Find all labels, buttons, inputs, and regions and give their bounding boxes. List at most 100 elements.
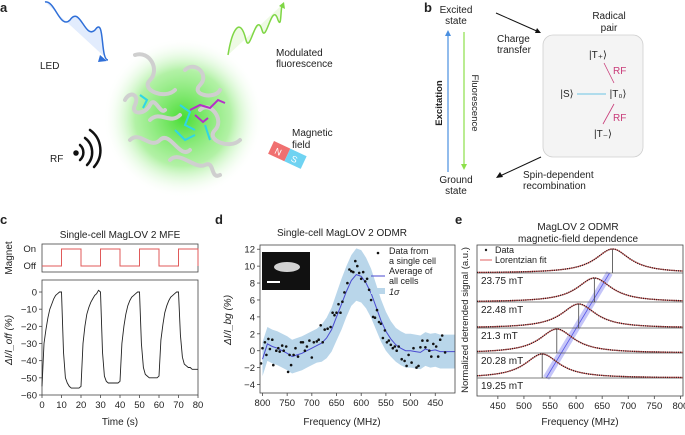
x-tick-label: 500 xyxy=(516,401,532,412)
excited-state-line1: Excited xyxy=(440,5,473,16)
data-point xyxy=(430,355,433,358)
y-tick-label: −50 xyxy=(21,373,37,384)
fluorescence-label: Fluorescence xyxy=(469,74,480,131)
data-point xyxy=(326,327,329,331)
magnet-s-label: S xyxy=(289,153,299,165)
data-point xyxy=(367,288,371,292)
data-point xyxy=(417,364,420,368)
data-point xyxy=(410,361,413,364)
x-tick-label: 500 xyxy=(403,398,419,409)
data-point xyxy=(377,320,381,324)
x-tick-label: 10 xyxy=(56,400,67,411)
chart-c-title: Single-cell MagLOV 2 MFE xyxy=(60,230,181,241)
data-point xyxy=(369,298,373,302)
panel-label-a: a xyxy=(0,0,8,15)
data-point xyxy=(359,277,363,281)
data-point xyxy=(280,344,284,347)
y-tick-label: −4 xyxy=(244,380,255,391)
data-point xyxy=(265,353,268,357)
rf-label-upper: RF xyxy=(613,66,626,77)
data-point xyxy=(400,357,404,361)
magnetic-label-line1: Magnetic xyxy=(292,128,333,139)
recombination-arrow xyxy=(499,156,542,177)
data-point xyxy=(333,313,336,317)
rf-label: RF xyxy=(50,154,63,165)
magnetic-label-line2: field xyxy=(292,140,310,151)
chart-d-plot-frame xyxy=(259,244,456,394)
data-point xyxy=(335,311,338,315)
data-point xyxy=(288,353,291,357)
x-tick-label: 600 xyxy=(568,401,584,412)
data-point xyxy=(261,346,264,350)
magnet-icon: N S xyxy=(268,141,307,169)
chart-c-mfe: Single-cell MagLOV 2 MFE Magnet On Off Δ… xyxy=(4,230,203,428)
panel-label-b: b xyxy=(424,0,432,15)
trend-line xyxy=(545,272,610,379)
chart-e-title-line1: MagLOV 2 ODMR xyxy=(537,222,618,233)
data-point xyxy=(289,363,293,367)
panel-label-e: e xyxy=(455,212,462,227)
data-point xyxy=(407,353,410,357)
rf-label-lower: RF xyxy=(613,113,626,124)
data-point xyxy=(426,339,429,342)
data-point xyxy=(350,269,353,273)
excited-state-line2: state xyxy=(445,16,467,27)
x-tick-label: 700 xyxy=(620,401,636,412)
legend-fit-label: Lorentzian fit xyxy=(495,255,547,265)
chart-c-magnet-ylabel: Magnet xyxy=(4,241,15,275)
chart-e-field-dependence: MagLOV 2 ODMR magnetic-field dependence … xyxy=(460,222,685,428)
legend-data-icon xyxy=(484,248,488,252)
panel-label-c: c xyxy=(0,212,7,227)
magnet-state-line xyxy=(42,248,199,267)
chart-d-xlabel: Frequency (MHz) xyxy=(303,417,380,428)
data-point xyxy=(341,300,344,304)
t0-t-minus-arrow xyxy=(602,103,615,125)
data-point xyxy=(432,342,435,346)
data-point xyxy=(268,347,272,351)
x-tick-label: 650 xyxy=(594,401,610,412)
x-tick-label: 600 xyxy=(353,398,369,409)
x-tick-label: 50 xyxy=(134,400,145,411)
chart-e-title-line2: magnetic-field dependence xyxy=(518,234,639,245)
rf-wave-icon xyxy=(73,128,102,169)
x-tick-label: 800 xyxy=(255,398,271,409)
data-point xyxy=(389,343,393,347)
x-tick-label: 30 xyxy=(95,400,106,411)
chart-d-title: Single-cell MagLOV 2 ODMR xyxy=(277,228,407,239)
x-tick-label: 700 xyxy=(304,398,320,409)
data-point xyxy=(294,346,297,350)
data-point xyxy=(312,341,316,344)
field-label: 19.25 mT xyxy=(481,381,523,392)
data-point xyxy=(421,339,424,342)
x-tick-label: 80 xyxy=(193,400,204,411)
recombination-arrowhead-icon xyxy=(496,172,503,178)
fluorescence-arrowhead-icon xyxy=(461,164,467,170)
data-point xyxy=(397,345,401,348)
y-tick-label: 12 xyxy=(244,245,255,256)
data-point xyxy=(434,345,438,348)
excitation-arrowhead-icon xyxy=(445,30,451,36)
data-point xyxy=(405,364,408,368)
data-point xyxy=(373,316,377,320)
led-wave-icon xyxy=(44,1,109,61)
data-point xyxy=(346,281,349,285)
y-tick-label: 2 xyxy=(250,329,255,340)
data-point xyxy=(357,271,361,275)
data-point xyxy=(348,268,351,271)
x-tick-label: 650 xyxy=(329,398,345,409)
data-point xyxy=(415,366,418,369)
data-point xyxy=(317,338,321,342)
y-tick-label: 6 xyxy=(250,295,255,306)
data-point xyxy=(282,349,286,353)
x-tick-label: 70 xyxy=(173,400,184,411)
state-t-plus: |T₊⟩ xyxy=(589,50,607,61)
data-point xyxy=(419,346,422,349)
charge-transfer-line1: Charge xyxy=(497,34,530,45)
data-point xyxy=(319,324,323,327)
data-point xyxy=(387,339,391,342)
data-point xyxy=(381,336,385,340)
data-trace xyxy=(476,353,683,379)
data-point xyxy=(299,341,303,344)
radical-pair-box xyxy=(542,34,644,158)
modulated-label-line1: Modulated xyxy=(276,48,323,59)
